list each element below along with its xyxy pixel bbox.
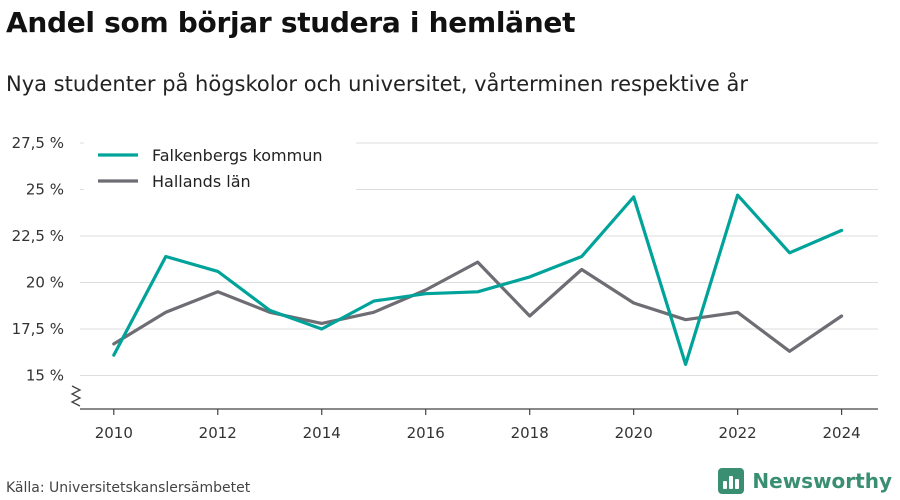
x-tick-label: 2016 [407, 424, 445, 442]
newsworthy-logo-icon [718, 468, 745, 494]
x-tick-label: 2018 [511, 424, 549, 442]
source-note: Källa: Universitetskanslersämbetet [6, 480, 251, 496]
y-tick-label: 25 % [26, 181, 64, 199]
x-tick-label: 2014 [303, 424, 341, 442]
x-tick-label: 2012 [199, 424, 237, 442]
chart-subtitle: Nya studenter på högskolor och universit… [6, 72, 748, 96]
line-chart: 15 % 17,5 % 20 % 22,5 % 25 % 27,5 % 2010 2012 20… [12, 134, 878, 442]
y-tick-label: 17,5 % [12, 320, 64, 338]
legend-label: Falkenbergs kommun [152, 146, 322, 165]
y-tick-label: 22,5 % [12, 227, 64, 245]
series-lines [112, 193, 844, 366]
x-tick-label: 2024 [823, 424, 861, 442]
y-tick-label: 20 % [26, 274, 64, 292]
x-tick-label: 2010 [95, 424, 133, 442]
series-line-1 [112, 260, 844, 353]
x-tick-label: 2020 [615, 424, 653, 442]
legend: Falkenbergs kommun Hallands län [84, 140, 356, 196]
y-tick-label: 27,5 % [12, 134, 64, 152]
brand: Newsworthy [718, 468, 892, 494]
brand-name: Newsworthy [752, 469, 892, 493]
legend-label: Hallands län [152, 172, 251, 191]
x-tick-label: 2022 [719, 424, 757, 442]
axes: 15 % 17,5 % 20 % 22,5 % 25 % 27,5 % 2010 2012 20… [12, 134, 878, 442]
chart-title: Andel som börjar studera i hemlänet [6, 6, 576, 39]
y-tick-label: 15 % [26, 367, 64, 385]
legend-background [84, 140, 356, 196]
axis-break-icon [70, 385, 82, 407]
series-line-0 [112, 193, 844, 366]
